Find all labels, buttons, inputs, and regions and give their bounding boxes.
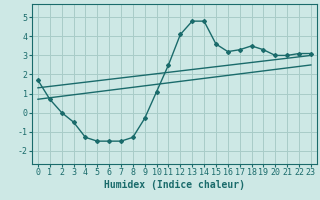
X-axis label: Humidex (Indice chaleur): Humidex (Indice chaleur)	[104, 180, 245, 190]
